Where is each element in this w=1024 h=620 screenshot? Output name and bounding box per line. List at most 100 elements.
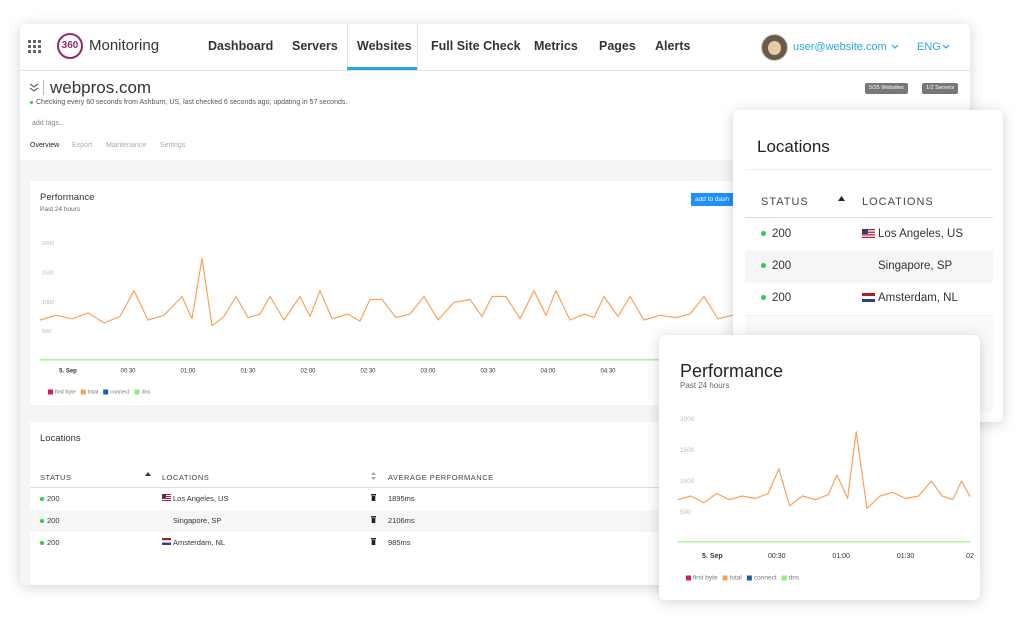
status-dot (30, 100, 33, 104)
chart-area: 500 1000 1500 2000 5. Sep 00:30 01:00 01:30 02:0… (39, 241, 761, 395)
x-tick-label: 01:30 (240, 369, 256, 375)
column-header[interactable]: LOCATIONS (162, 473, 210, 482)
nav-active-underline (347, 67, 417, 70)
tab[interactable]: Overview (30, 142, 60, 149)
flag-us (862, 229, 875, 238)
tab[interactable]: Export (72, 142, 93, 149)
y-tick-label: 500 (680, 509, 691, 516)
divider (43, 80, 44, 95)
logo-badge[interactable]: 360 (57, 33, 83, 59)
apps-icon[interactable] (28, 40, 41, 53)
status: 200 (47, 538, 60, 547)
y-tick-label: 1500 (42, 271, 54, 277)
avg-performance: 1895ms (388, 494, 415, 503)
flag-nl (162, 538, 171, 545)
x-tick-label: 5. Sep (702, 553, 723, 560)
tab[interactable]: Settings (160, 142, 186, 149)
nav-item[interactable]: Servers (292, 39, 338, 53)
nav-item[interactable]: Alerts (655, 39, 691, 53)
legend-swatch (781, 575, 787, 581)
y-tick-label: 500 (42, 329, 51, 335)
status-cell: 200 (40, 494, 60, 503)
x-tick-label: 02 (966, 553, 974, 560)
popup-title: Locations (757, 137, 830, 156)
y-tick-label: 1000 (42, 300, 54, 306)
nav-item[interactable]: Full Site Check (431, 39, 521, 53)
column-header[interactable]: LOCATIONS (862, 196, 934, 208)
trash-icon[interactable] (371, 516, 376, 523)
status-dot (40, 519, 44, 524)
collapse-icon[interactable] (29, 83, 39, 93)
status-text: Checking every 60 seconds from Ashburn, … (36, 99, 348, 106)
legend-swatch (722, 575, 728, 581)
sort-arrow[interactable] (145, 472, 151, 477)
y-tick-label: 1000 (680, 478, 695, 485)
x-tick-label: 03:00 (420, 369, 436, 375)
tags-input[interactable]: add tags... (32, 120, 65, 127)
chevron (891, 44, 899, 49)
location: Singapore, SP (878, 260, 953, 272)
tab[interactable]: Maintenance (106, 142, 147, 149)
status-cell: 200 (40, 538, 60, 547)
flag-nl (862, 293, 875, 302)
status-dot (761, 231, 766, 237)
trash-icon[interactable] (371, 538, 376, 545)
header-rule (745, 217, 993, 218)
x-tick-label: 02:30 (360, 369, 376, 375)
badge: 1/2 Servers (922, 83, 959, 94)
chevron (942, 44, 950, 49)
nav-item[interactable]: Pages (599, 39, 636, 53)
status-cell: 200 (761, 228, 791, 240)
badge: 5/25 Websites (865, 83, 908, 94)
logo[interactable]: Monitoring (89, 37, 160, 54)
performance-popup (659, 335, 980, 600)
nav-divider (20, 70, 970, 71)
column-header[interactable]: STATUS (761, 196, 809, 208)
nav-item[interactable]: Metrics (534, 39, 578, 53)
status: 200 (47, 494, 60, 503)
sort-icon[interactable] (371, 472, 376, 480)
popup-header (745, 122, 993, 170)
column-header[interactable]: STATUS (40, 473, 72, 482)
x-tick-label: 01:00 (180, 369, 196, 375)
column-header[interactable]: AVERAGE PERFORMANCE (388, 473, 494, 482)
legend-swatch (134, 389, 140, 395)
x-tick-label: 5. Sep (59, 369, 77, 375)
status-dot (40, 541, 44, 546)
status: 200 (772, 292, 792, 304)
legend-label: dns (789, 575, 800, 582)
y-tick-label: 2000 (680, 416, 695, 423)
site-status: Checking every 60 seconds from Ashburn, … (30, 99, 347, 106)
avg-performance: 985ms (388, 538, 411, 547)
chart-area: 500 1000 1500 2000 5. Sep 00:30 01:00 01:30 02 fi… (677, 416, 974, 582)
legend-swatch (746, 575, 752, 581)
status: 200 (47, 516, 60, 525)
status-dot (40, 497, 44, 502)
legend-label: first byte (55, 389, 76, 395)
user-email[interactable]: user@website.com (793, 41, 887, 53)
row-stripe (30, 510, 730, 532)
legend-label: connect (754, 575, 777, 582)
legend-label: total (730, 575, 743, 582)
nav-item[interactable]: Websites (357, 39, 412, 53)
sort-arrow[interactable] (838, 196, 845, 201)
x-tick-label: 00:30 (768, 553, 786, 560)
trash-icon[interactable] (371, 494, 376, 501)
language[interactable]: ENG (917, 41, 941, 53)
x-tick-label: 03:30 (480, 369, 496, 375)
legend-swatch (80, 389, 86, 395)
popup-chart-title: Performance (680, 361, 784, 381)
legend-label: dns (141, 389, 150, 395)
location: Singapore, SP (173, 516, 222, 525)
location: Amsterdam, NL (173, 538, 226, 547)
status-cell: 200 (761, 260, 791, 272)
x-tick-label: 01:30 (897, 553, 915, 560)
legend-swatch (103, 389, 109, 395)
popup-chart-subtitle: Past 24 hours (680, 381, 730, 390)
legend-swatch (686, 575, 691, 581)
avatar[interactable] (761, 34, 788, 61)
nav-item[interactable]: Dashboard (208, 39, 274, 53)
site-name: webpros.com (50, 78, 152, 97)
series-line (39, 257, 761, 327)
